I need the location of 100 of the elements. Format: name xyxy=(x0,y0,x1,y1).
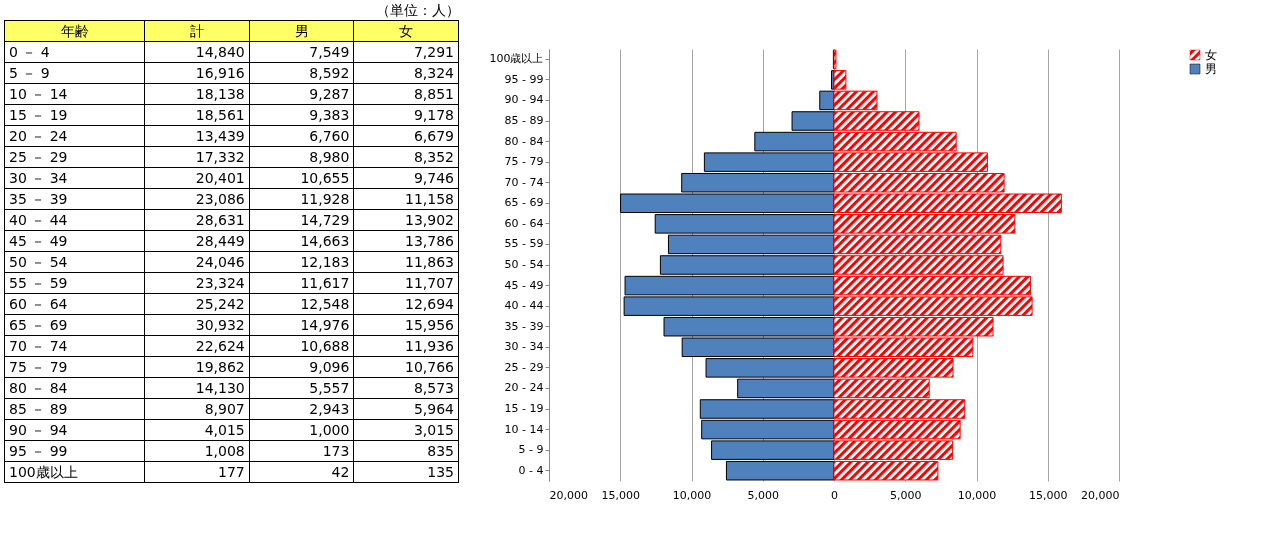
data-label: 11,863 xyxy=(353,251,459,273)
data-label: 6,760 xyxy=(249,125,354,147)
y-tick-label: 55 - 59 xyxy=(504,237,544,251)
x-tick-label: 10,000 xyxy=(672,488,712,502)
data-label: 11,158 xyxy=(353,188,459,210)
category-label: 70 － 74 xyxy=(4,335,145,357)
category-label: 25 － 29 xyxy=(4,146,145,168)
data-label: 8,324 xyxy=(353,62,459,84)
y-tick-label: 25 - 29 xyxy=(504,360,544,374)
x-tick-label: 10,000 xyxy=(957,488,997,502)
x-tick-label: 5,000 xyxy=(747,488,779,502)
x-tick-label: 5,000 xyxy=(890,488,922,502)
category-label: 95 － 99 xyxy=(4,440,145,462)
data-label: 9,383 xyxy=(249,104,354,126)
category-label: 15 － 19 xyxy=(4,104,145,126)
category-label: 80 － 84 xyxy=(4,377,145,399)
x-tick-label: 15,000 xyxy=(601,488,640,502)
text: 30,932 xyxy=(195,317,245,333)
data-label: 13,902 xyxy=(353,209,459,231)
data-label: 42 xyxy=(249,461,354,483)
data-label: 14,663 xyxy=(249,230,354,252)
data-label: 135 xyxy=(353,461,459,483)
y-tick-label: 50 - 54 xyxy=(504,258,544,271)
text: 8,907 xyxy=(204,401,245,417)
text: 23,086 xyxy=(195,191,245,207)
y-tick-label: 60 - 64 xyxy=(504,216,544,230)
y-tick-label: 90 - 94 xyxy=(504,93,544,107)
category-label: 65 － 69 xyxy=(4,314,145,336)
data-label: 12,183 xyxy=(249,251,354,273)
text: 13,439 xyxy=(195,128,245,144)
data-label: 9,746 xyxy=(353,167,459,189)
category-label: 60 － 64 xyxy=(4,293,145,315)
data-label: 11,936 xyxy=(353,335,459,357)
data-label: 9,178 xyxy=(353,104,459,126)
data-label: 173 xyxy=(249,440,354,462)
data-label: 8,573 xyxy=(353,377,459,399)
y-tick-label: 15 - 19 xyxy=(504,402,544,415)
category-label: 30 － 34 xyxy=(4,167,145,189)
text: 14,840 xyxy=(195,44,245,60)
category-label: 45 － 49 xyxy=(4,230,145,252)
text: （単位：人） xyxy=(375,1,461,20)
data-label: 14,976 xyxy=(249,314,354,336)
data-label: 5,964 xyxy=(353,398,459,420)
text: 計 xyxy=(144,20,250,42)
text: 20,401 xyxy=(195,170,245,186)
y-tick-label: 20 - 24 xyxy=(504,381,544,395)
data-label: 8,352 xyxy=(353,146,459,168)
data-label: 8,592 xyxy=(249,62,354,84)
y-tick-label: 95 - 99 xyxy=(504,72,544,86)
y-tick-label: 100歳以上 xyxy=(489,52,544,66)
y-tick-label: 10 - 14 xyxy=(504,422,544,436)
data-label: 8,980 xyxy=(249,146,354,168)
category-label: 20 － 24 xyxy=(4,125,145,147)
x-tick-label: 20,000 xyxy=(549,488,588,502)
text: 177 xyxy=(218,464,245,480)
y-tick-label: 40 - 44 xyxy=(504,299,544,313)
text: 28,631 xyxy=(195,212,245,228)
text: 14,130 xyxy=(195,380,245,396)
legend-label: 男 xyxy=(1205,62,1217,76)
category-label: 85 － 89 xyxy=(4,398,145,420)
text: 年齢 xyxy=(4,20,145,42)
text: 17,332 xyxy=(195,149,245,165)
y-tick-label: 85 - 89 xyxy=(504,114,544,127)
text: 18,138 xyxy=(195,86,245,102)
data-label: 10,688 xyxy=(249,335,354,357)
data-label: 11,617 xyxy=(249,272,354,294)
text: 19,862 xyxy=(195,359,245,375)
category-label: 90 － 94 xyxy=(4,419,145,441)
data-label: 11,928 xyxy=(249,188,354,210)
text: 女 xyxy=(353,20,459,42)
data-label: 11,707 xyxy=(353,272,459,294)
y-tick-label: 35 - 39 xyxy=(504,319,544,333)
text: 23,324 xyxy=(195,275,245,291)
data-label: 9,287 xyxy=(249,83,354,105)
text: 1,008 xyxy=(204,443,245,459)
text: 22,624 xyxy=(195,338,245,354)
category-label: 10 － 14 xyxy=(4,83,145,105)
data-label: 7,291 xyxy=(353,41,459,63)
data-label: 9,096 xyxy=(249,356,354,378)
category-label: 5 － 9 xyxy=(4,62,145,84)
y-tick-label: 5 - 9 xyxy=(518,443,544,457)
data-label: 835 xyxy=(353,440,459,462)
data-label: 3,015 xyxy=(353,419,459,441)
data-label: 2,943 xyxy=(249,398,354,420)
y-tick-label: 65 - 69 xyxy=(504,196,544,210)
data-label: 5,557 xyxy=(249,377,354,399)
data-label: 1,000 xyxy=(249,419,354,441)
text: 25,242 xyxy=(195,296,245,312)
text: 18,561 xyxy=(195,107,245,123)
text: 16,916 xyxy=(195,65,245,81)
y-tick-label: 80 - 84 xyxy=(504,134,544,148)
category-label: 0 － 4 xyxy=(4,41,145,63)
text: 男 xyxy=(249,20,354,42)
data-label: 12,548 xyxy=(249,293,354,315)
data-label: 10,766 xyxy=(353,356,459,378)
text: 4,015 xyxy=(204,422,245,438)
y-tick-label: 0 - 4 xyxy=(518,463,544,477)
x-tick-label: 15,000 xyxy=(1029,488,1068,502)
category-label: 40 － 44 xyxy=(4,209,145,231)
text: 28,449 xyxy=(195,233,245,249)
